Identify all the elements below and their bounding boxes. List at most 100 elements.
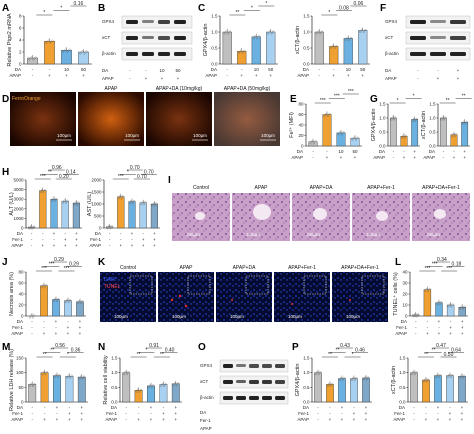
treatment-cell: + (153, 243, 156, 248)
significance-label: 0.29 (54, 257, 64, 263)
y-tick-label: 80 (18, 270, 24, 275)
data-point (362, 378, 365, 381)
treatment-cell: + (79, 331, 82, 336)
significance-label: 0.46 (355, 348, 365, 354)
data-point (447, 305, 450, 308)
panel-label-p: P (292, 342, 299, 353)
bar-2 (400, 135, 408, 147)
micro-d-1 (10, 92, 76, 146)
chart-p2: 0.00.51.01.5xCT/β-actin****0.470.500.64D… (391, 343, 468, 422)
bar-2 (423, 289, 432, 317)
data-point (161, 382, 164, 385)
treatment-cell: + (437, 405, 440, 410)
data-point (141, 201, 144, 204)
y-tick-label: 1.5 (111, 356, 118, 361)
treatment-cell: + (340, 155, 343, 160)
treatment-row-label: APAP (205, 73, 217, 78)
treatment-cell: + (65, 73, 68, 78)
data-point (451, 374, 454, 377)
micro-k-label-5: APAP+DA+Fer-1 (341, 265, 379, 271)
data-point (320, 30, 323, 33)
micro-i-label-2: APAP (255, 185, 269, 191)
treatment-cell: 10 (64, 67, 70, 72)
data-point (326, 115, 329, 117)
bar-4 (266, 31, 276, 65)
panel-label-f: F (380, 3, 386, 14)
y-tick-label: 0 (21, 400, 24, 405)
treatment-cell: + (162, 417, 165, 422)
significance-label: *** (424, 266, 430, 272)
data-point (422, 380, 425, 383)
data-point (434, 376, 437, 379)
treatment-row-label: DA (17, 231, 23, 236)
bar-1 (122, 372, 131, 403)
data-point (42, 284, 45, 287)
treatment-cell: + (461, 405, 464, 410)
data-point (443, 118, 445, 121)
panel-label-l: L (395, 257, 401, 268)
bar-5 (171, 383, 180, 403)
data-point (30, 314, 33, 317)
bar-3 (251, 36, 261, 65)
treatment-cell: 10 (338, 149, 344, 154)
data-point (441, 116, 444, 119)
data-point (328, 382, 331, 385)
treatment-cell: + (461, 319, 464, 324)
data-point (451, 303, 454, 306)
significance-label: * (145, 348, 147, 354)
data-point (130, 200, 133, 203)
y-tick-label: 0.0 (303, 400, 310, 405)
bar-2 (326, 384, 334, 403)
y-tick-label: 0 (21, 226, 24, 231)
blot-f-apap-2: + (437, 76, 440, 81)
treatment-cell: + (119, 243, 122, 248)
data-point (74, 201, 77, 204)
data-point (42, 191, 45, 194)
treatment-row-label: DA (15, 67, 21, 72)
treatment-cell: - (317, 417, 319, 422)
treatment-cell: - (319, 73, 321, 78)
data-point (163, 384, 166, 387)
treatment-row-label: Fer-1 (394, 411, 405, 416)
significance-label: 0.20 (59, 174, 69, 180)
micro-k-label-1: Control (120, 265, 136, 271)
significance-label: *** (348, 89, 354, 95)
treatment-cell: + (150, 417, 153, 422)
panel-label-m: M (2, 342, 10, 353)
data-point (243, 49, 246, 52)
micro-d-label-4: APAP+DA (50mg/kg) (224, 86, 271, 92)
treatment-cell: - (64, 231, 66, 236)
treatment-cell: - (125, 405, 127, 410)
micro-i-label-4: APAP+Fer-1 (367, 185, 395, 191)
treatment-row-label: Fer-1 (106, 411, 117, 416)
data-point (317, 30, 320, 33)
panel-label-k: K (98, 257, 106, 268)
data-point (62, 201, 65, 204)
scale-k-2: 100μm (172, 314, 186, 319)
data-point (45, 41, 48, 44)
significance-label: ** (235, 10, 239, 16)
data-point (51, 199, 53, 202)
data-point (450, 305, 453, 308)
scale-k-4: 100μm (288, 314, 302, 319)
treatment-cell: 10 (254, 67, 260, 72)
treatment-row-label: APAP (11, 243, 23, 248)
treatment-cell: + (80, 411, 83, 416)
y-tick-label: 80 (298, 102, 304, 107)
data-point (64, 301, 67, 304)
data-point (440, 301, 443, 304)
data-point (83, 375, 85, 378)
micro-i-label-3: APAP+DA (310, 185, 333, 191)
data-point (45, 284, 48, 287)
treatment-cell: - (353, 405, 355, 410)
significance-label: 0.96 (52, 165, 62, 171)
panel-label-g: G (370, 94, 378, 105)
treatment-cell: + (75, 231, 78, 236)
treatment-cell: - (56, 411, 58, 416)
data-point (33, 314, 36, 317)
micrographs-k: DAPI TUNEL Control APAP APAP+DA APAP+Fer… (100, 265, 388, 322)
treatment-row-label: DA (17, 319, 23, 324)
data-point (123, 373, 125, 376)
